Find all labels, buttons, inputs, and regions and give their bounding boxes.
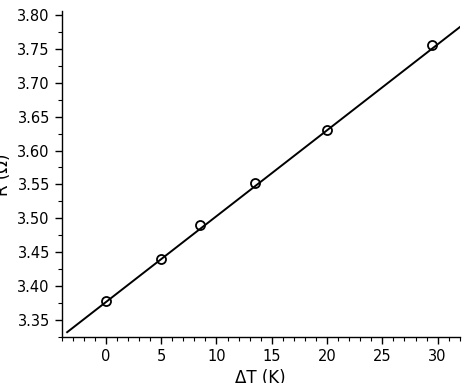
X-axis label: ΔT (K): ΔT (K) [236,369,286,383]
Y-axis label: R (Ω): R (Ω) [0,153,12,195]
